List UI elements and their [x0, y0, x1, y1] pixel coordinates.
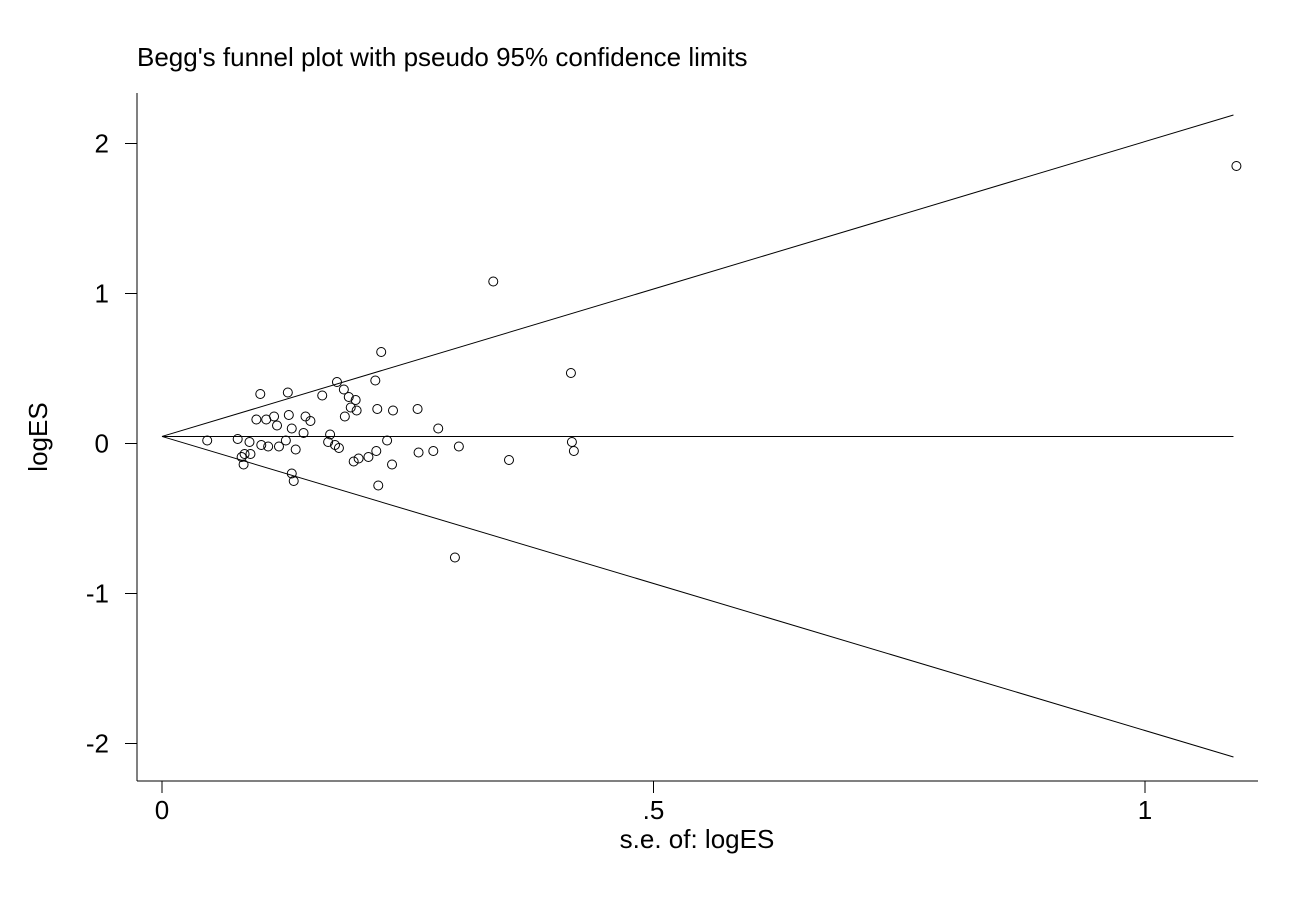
data-point [238, 459, 249, 470]
upper-confidence-limit-line [161, 114, 1234, 437]
data-point [305, 416, 316, 426]
data-points [202, 161, 1242, 563]
x-axis-title: s.e. of: logES [620, 824, 775, 854]
data-point [345, 402, 356, 413]
data-point [1231, 161, 1242, 171]
data-point [339, 411, 350, 422]
data-point [372, 404, 383, 414]
data-point [290, 444, 301, 455]
data-point [245, 449, 256, 459]
data-point [449, 552, 460, 563]
data-point [412, 404, 423, 414]
y-axis-title: logES [23, 402, 53, 471]
data-point [353, 453, 364, 464]
x-axis-ticks: 0.5 1 [155, 781, 1152, 825]
data-point [363, 452, 374, 462]
data-point [413, 447, 424, 458]
data-point [263, 441, 274, 452]
data-point [331, 377, 342, 387]
data-point [272, 420, 283, 431]
data-point [387, 459, 398, 470]
data-point [333, 443, 344, 453]
data-point [317, 390, 328, 401]
data-point [568, 446, 579, 456]
data-point [376, 347, 387, 357]
data-point [343, 392, 354, 402]
data-point [298, 428, 309, 438]
data-point [269, 411, 280, 422]
data-point [325, 429, 336, 440]
data-point [373, 480, 384, 491]
lower-confidence-limit-line [161, 435, 1234, 758]
data-point [288, 476, 299, 486]
data-point [382, 435, 393, 446]
x-tick-label: 1 [1138, 795, 1152, 825]
y-axis-ticks: -2 -1 0 1 2 [86, 129, 137, 759]
data-point [348, 456, 359, 467]
data-point [282, 387, 293, 398]
data-point [453, 441, 464, 452]
data-point [433, 423, 444, 434]
data-point [244, 437, 255, 447]
y-tick-label: -1 [86, 579, 109, 609]
chart-title: Begg's funnel plot with pseudo 95% confi… [137, 42, 748, 72]
data-point [338, 384, 349, 395]
y-tick-label: -2 [86, 729, 109, 759]
data-point [488, 276, 499, 287]
data-point [232, 434, 243, 444]
x-tick-label: .5 [643, 795, 665, 825]
data-point [286, 468, 297, 479]
data-point [350, 395, 361, 405]
data-point [280, 435, 291, 446]
data-point [351, 405, 362, 416]
data-point [371, 446, 382, 456]
data-point [323, 437, 334, 447]
y-tick-label: 1 [95, 279, 109, 309]
data-point [370, 375, 381, 386]
data-point [273, 441, 284, 452]
y-tick-label: 2 [95, 129, 109, 159]
data-point [283, 410, 294, 420]
data-point [256, 440, 267, 450]
y-tick-label: 0 [95, 429, 109, 459]
data-point [388, 405, 399, 416]
data-point [251, 414, 262, 425]
data-point [286, 423, 297, 434]
data-point [503, 455, 514, 465]
data-point [428, 446, 439, 456]
data-point [566, 437, 577, 447]
data-point [236, 452, 247, 462]
data-point [255, 389, 266, 399]
data-point [565, 368, 576, 378]
data-point [202, 435, 213, 446]
x-tick-label: 0 [155, 795, 169, 825]
data-point [239, 449, 250, 459]
